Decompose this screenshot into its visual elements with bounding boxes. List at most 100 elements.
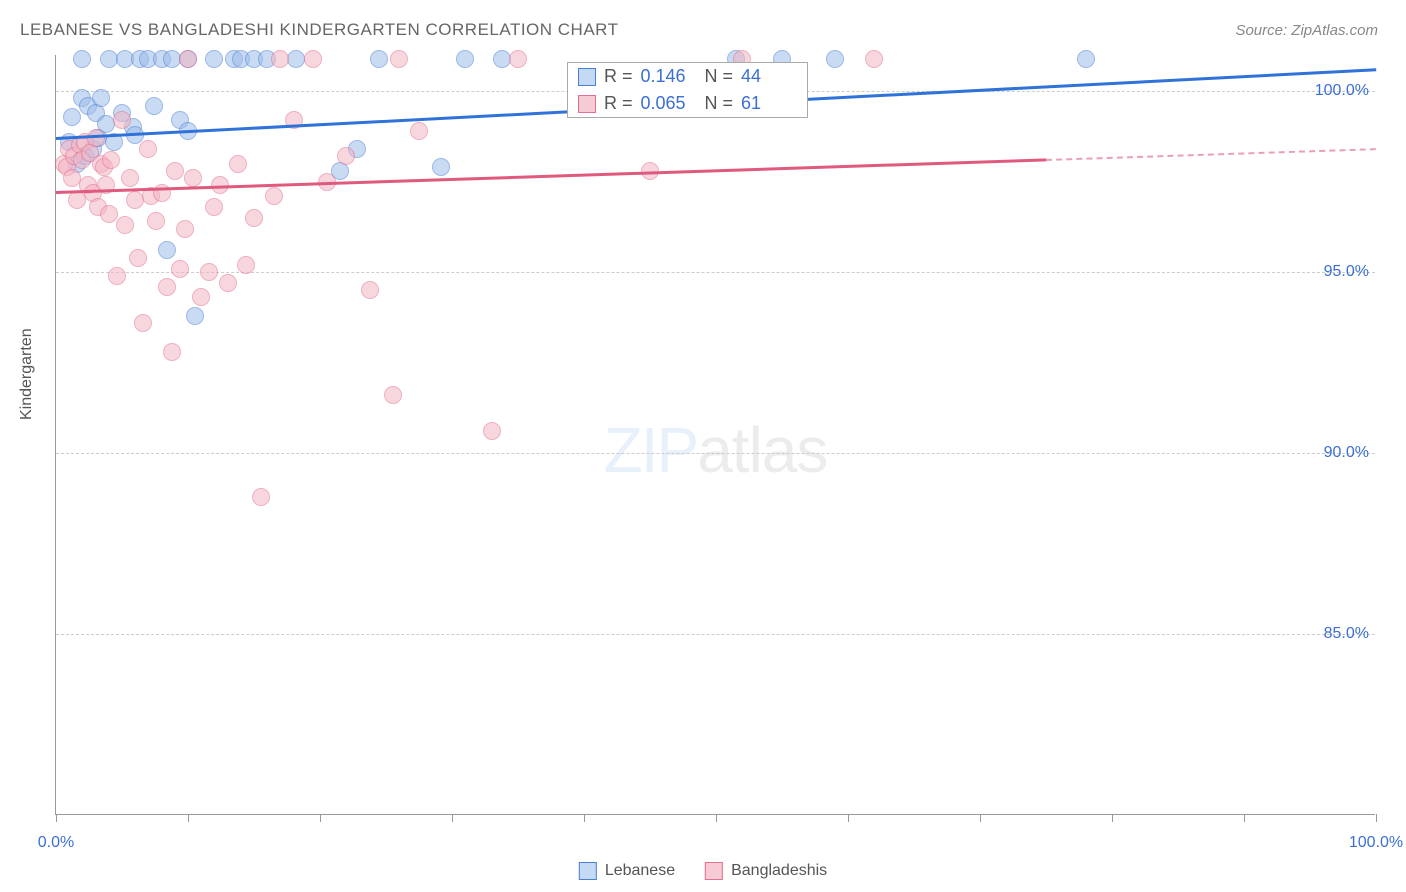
r-value: 0.146: [641, 66, 697, 87]
scatter-point: [361, 281, 379, 299]
scatter-point: [200, 263, 218, 281]
scatter-point: [205, 198, 223, 216]
y-axis-label: Kindergarten: [18, 328, 36, 420]
xtick: [716, 814, 717, 822]
bottom-legend: Lebanese Bangladeshis: [579, 862, 827, 880]
scatter-point: [153, 184, 171, 202]
xtick: [584, 814, 585, 822]
scatter-point: [192, 288, 210, 306]
scatter-point: [116, 216, 134, 234]
xtick: [1376, 814, 1377, 822]
scatter-point: [219, 274, 237, 292]
legend-item: Lebanese: [579, 862, 675, 880]
xtick: [56, 814, 57, 822]
scatter-point: [337, 147, 355, 165]
scatter-point: [483, 422, 501, 440]
scatter-point: [237, 256, 255, 274]
stats-box: R = 0.146 N = 44 R = 0.065 N = 61: [567, 62, 808, 118]
scatter-point: [184, 169, 202, 187]
ytick-label: 90.0%: [1324, 444, 1369, 462]
ytick-label: 85.0%: [1324, 625, 1369, 643]
scatter-point: [509, 50, 527, 68]
scatter-point: [384, 386, 402, 404]
series-swatch: [578, 68, 596, 86]
scatter-point: [176, 220, 194, 238]
legend-label: Bangladeshis: [731, 862, 827, 880]
r-value: 0.065: [641, 93, 697, 114]
scatter-point: [163, 343, 181, 361]
scatter-point: [205, 50, 223, 68]
scatter-point: [158, 278, 176, 296]
scatter-point: [139, 140, 157, 158]
legend-label: Lebanese: [605, 862, 675, 880]
scatter-point: [370, 50, 388, 68]
watermark-zip: ZIP: [604, 414, 698, 486]
watermark-atlas: atlas: [697, 414, 827, 486]
scatter-point: [134, 314, 152, 332]
n-value: 44: [741, 66, 797, 87]
gridline: [56, 634, 1375, 635]
n-label: N =: [705, 93, 734, 114]
legend-swatch: [705, 862, 723, 880]
plot-area: ZIPatlas 100.0%95.0%90.0%85.0%0.0%100.0%: [55, 55, 1375, 815]
scatter-point: [456, 50, 474, 68]
scatter-point: [265, 187, 283, 205]
scatter-point: [432, 158, 450, 176]
scatter-point: [179, 50, 197, 68]
scatter-point: [1077, 50, 1095, 68]
scatter-point: [229, 155, 247, 173]
scatter-point: [147, 212, 165, 230]
xtick: [452, 814, 453, 822]
trend-line: [1046, 148, 1376, 161]
xtick: [848, 814, 849, 822]
r-label: R =: [604, 66, 633, 87]
scatter-point: [63, 108, 81, 126]
scatter-point: [287, 50, 305, 68]
source-label: Source: ZipAtlas.com: [1235, 22, 1378, 39]
series-swatch: [578, 95, 596, 113]
correlation-chart: LEBANESE VS BANGLADESHI KINDERGARTEN COR…: [0, 0, 1406, 892]
n-value: 61: [741, 93, 797, 114]
xtick: [1244, 814, 1245, 822]
scatter-point: [92, 89, 110, 107]
scatter-point: [390, 50, 408, 68]
scatter-point: [826, 50, 844, 68]
scatter-point: [304, 50, 322, 68]
scatter-point: [129, 249, 147, 267]
xtick: [320, 814, 321, 822]
r-label: R =: [604, 93, 633, 114]
stats-row: R = 0.146 N = 44: [568, 63, 807, 90]
n-label: N =: [705, 66, 734, 87]
scatter-point: [145, 97, 163, 115]
xtick: [980, 814, 981, 822]
ytick-label: 95.0%: [1324, 263, 1369, 281]
scatter-point: [271, 50, 289, 68]
gridline: [56, 272, 1375, 273]
scatter-point: [100, 205, 118, 223]
ytick-label: 100.0%: [1315, 82, 1369, 100]
trend-line: [56, 158, 1046, 194]
scatter-point: [73, 50, 91, 68]
scatter-point: [121, 169, 139, 187]
scatter-point: [252, 488, 270, 506]
stats-row: R = 0.065 N = 61: [568, 90, 807, 117]
scatter-point: [102, 151, 120, 169]
scatter-point: [113, 111, 131, 129]
scatter-point: [410, 122, 428, 140]
scatter-point: [158, 241, 176, 259]
legend-item: Bangladeshis: [705, 862, 827, 880]
legend-swatch: [579, 862, 597, 880]
scatter-point: [171, 260, 189, 278]
scatter-point: [186, 307, 204, 325]
xtick: [188, 814, 189, 822]
gridline: [56, 453, 1375, 454]
chart-title: LEBANESE VS BANGLADESHI KINDERGARTEN COR…: [20, 20, 619, 40]
xtick-label: 0.0%: [38, 834, 74, 852]
scatter-point: [166, 162, 184, 180]
scatter-point: [108, 267, 126, 285]
xtick-label: 100.0%: [1349, 834, 1403, 852]
xtick: [1112, 814, 1113, 822]
watermark: ZIPatlas: [604, 413, 828, 487]
scatter-point: [865, 50, 883, 68]
scatter-point: [245, 209, 263, 227]
